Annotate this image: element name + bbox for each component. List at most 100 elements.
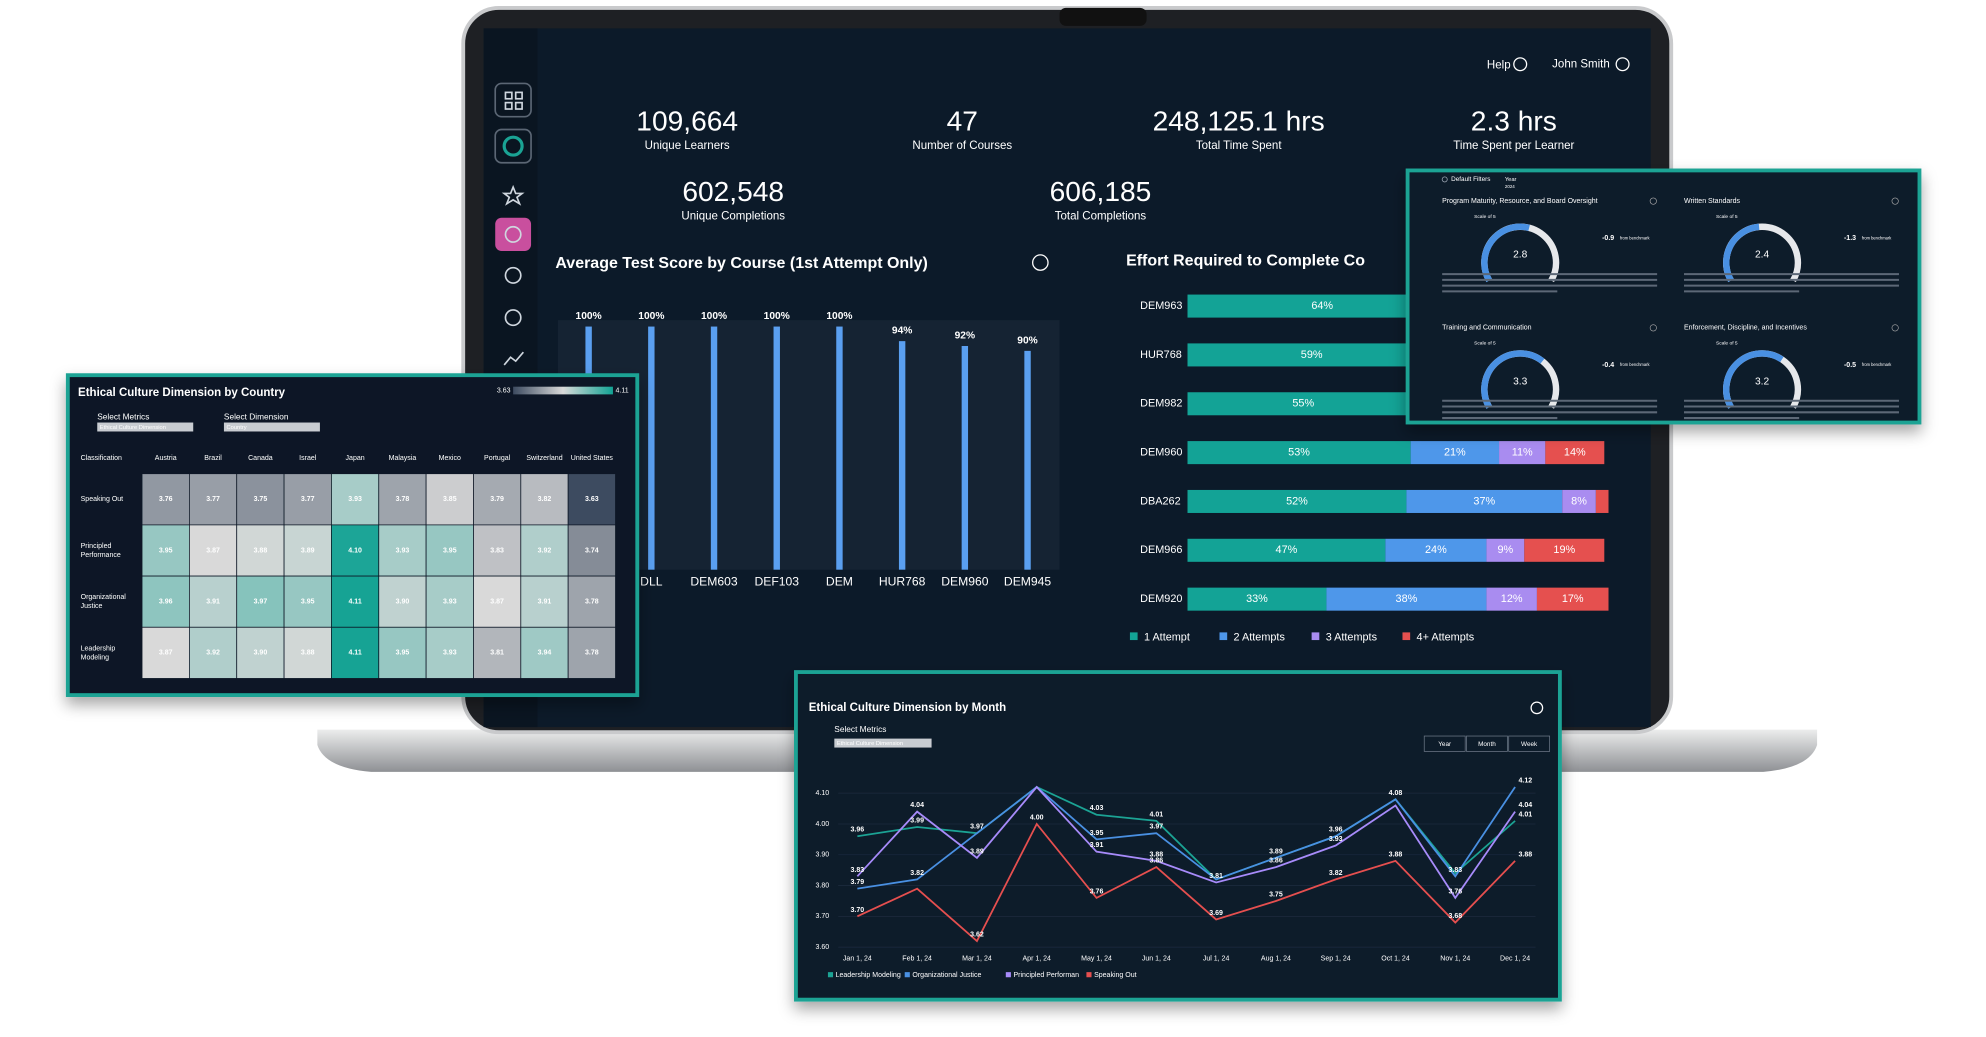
dropdown-value[interactable]: Ethical Culture Dimension xyxy=(837,741,903,747)
cell-label: 3.92 xyxy=(206,650,220,657)
cell-label: 3.78 xyxy=(585,650,599,657)
nav-active[interactable] xyxy=(495,217,532,252)
nav-analytics[interactable] xyxy=(503,351,525,366)
toggle-button[interactable] xyxy=(1508,735,1551,752)
cell-label: 3.87 xyxy=(490,599,504,606)
point-label: 3.96 xyxy=(851,827,865,834)
point-label: 3.88 xyxy=(1519,851,1533,858)
heat-cell xyxy=(425,626,474,679)
gauge-title: Enforcement, Discipline, and Incentives xyxy=(1684,325,1807,332)
column-header: Malaysia xyxy=(389,455,417,462)
gauge-number: 2.4 xyxy=(1755,250,1770,261)
nav-favorites[interactable] xyxy=(501,184,525,206)
help-link[interactable]: Help xyxy=(1487,60,1511,72)
heat-cell xyxy=(473,575,522,628)
legend-label: Principled Performan xyxy=(1013,972,1079,979)
bar-segment xyxy=(1187,294,1457,318)
y-tick-label: HUR768 xyxy=(1140,349,1182,361)
gauge-value xyxy=(1723,350,1784,409)
heat-cell xyxy=(331,626,380,679)
x-tick-label: HUR768 xyxy=(879,575,926,589)
segment-label: 64% xyxy=(1311,300,1333,312)
column-header: Canada xyxy=(248,455,273,462)
cell-label: 3.85 xyxy=(443,496,457,503)
dropdown[interactable] xyxy=(223,422,320,432)
dropdown[interactable] xyxy=(97,422,194,432)
nav-logo[interactable] xyxy=(494,128,532,164)
column-header: Portugal xyxy=(484,455,511,462)
bar-segment xyxy=(1486,587,1537,611)
toggle-label[interactable]: Month xyxy=(1478,741,1496,748)
dropdown[interactable] xyxy=(834,738,932,748)
cell-label: 3.91 xyxy=(538,599,552,606)
legend-swatch xyxy=(1219,632,1228,641)
gauge-delta: -1.3 xyxy=(1844,235,1856,242)
user-name[interactable]: John Smith xyxy=(1552,58,1610,70)
cell-label: 3.90 xyxy=(396,599,410,606)
year-label: Year xyxy=(1505,177,1517,183)
nav-people[interactable] xyxy=(504,266,522,284)
cell-label: 3.87 xyxy=(206,547,220,554)
bar-segment xyxy=(1326,587,1487,611)
toggle-label[interactable]: Week xyxy=(1521,741,1538,748)
point-label: 4.03 xyxy=(1090,805,1104,812)
cell-label: 3.95 xyxy=(443,547,457,554)
x-tick-label: DEM xyxy=(826,575,853,589)
dropdown-value[interactable]: Country xyxy=(226,425,246,431)
filters-label[interactable]: Default Filters xyxy=(1451,176,1490,183)
point-label: 3.76 xyxy=(1090,888,1104,895)
legend-label: Speaking Out xyxy=(1094,972,1137,979)
filters-icon[interactable] xyxy=(1441,176,1448,183)
bar-segment xyxy=(1536,587,1609,611)
legend-label: Leadership Modeling xyxy=(836,972,901,979)
x-tick-label: DLL xyxy=(640,575,663,589)
camera xyxy=(1059,7,1147,26)
heat-cell xyxy=(283,626,332,679)
bar-label: 100% xyxy=(638,311,664,322)
bar-segment xyxy=(1545,441,1605,465)
segment-label: 53% xyxy=(1288,446,1310,458)
segment-label: 33% xyxy=(1246,593,1268,605)
cell-label: 3.77 xyxy=(206,496,220,503)
nav-home[interactable] xyxy=(494,82,532,118)
cell-label: 3.92 xyxy=(538,547,552,554)
help-icon[interactable] xyxy=(1513,57,1528,72)
kpi-label: Unique Completions xyxy=(681,211,785,223)
heat-cell xyxy=(520,524,569,577)
toggle-button[interactable] xyxy=(1466,735,1508,752)
segment-label: 19% xyxy=(1553,544,1575,556)
point-label: 3.76 xyxy=(1448,888,1462,895)
x-tick-label: DEM945 xyxy=(1004,575,1051,589)
info-icon[interactable] xyxy=(1891,197,1899,205)
bar xyxy=(836,326,843,570)
info-icon[interactable] xyxy=(1649,197,1657,205)
gauge-value xyxy=(1723,223,1760,283)
user-icon[interactable] xyxy=(1615,57,1630,72)
bar xyxy=(710,326,718,570)
gauge-number: 3.2 xyxy=(1755,376,1770,387)
heat-cell xyxy=(567,575,616,628)
info-icon[interactable] xyxy=(1891,324,1899,332)
colorbar xyxy=(513,386,613,395)
heat-cell xyxy=(425,473,474,526)
heat-cell xyxy=(189,524,238,577)
bar-label: 100% xyxy=(826,311,852,322)
info-icon[interactable] xyxy=(1649,324,1657,332)
dropdown-value[interactable]: Ethical Culture Dimension xyxy=(100,425,166,431)
kpi-label: Total Time Spent xyxy=(1196,140,1282,152)
gauge-delta: -0.5 xyxy=(1844,362,1856,369)
gauge-title: Program Maturity, Resource, and Board Ov… xyxy=(1442,198,1597,205)
info-icon[interactable] xyxy=(1530,701,1544,715)
point-label: 4.12 xyxy=(1519,777,1533,784)
x-tick-label: Oct 1, 24 xyxy=(1381,956,1410,963)
cell-label: 3.75 xyxy=(254,496,268,503)
point-label: 3.83 xyxy=(851,867,865,874)
column-header: Brazil xyxy=(204,455,222,462)
point-label: 3.93 xyxy=(1329,836,1343,843)
row-label: Principled Performance xyxy=(81,543,121,559)
toggle-label[interactable]: Year xyxy=(1438,741,1452,748)
nav-awards[interactable] xyxy=(504,309,522,327)
segment-label: 17% xyxy=(1562,593,1584,605)
info-icon[interactable] xyxy=(1032,254,1049,271)
toggle-button[interactable] xyxy=(1423,735,1466,752)
